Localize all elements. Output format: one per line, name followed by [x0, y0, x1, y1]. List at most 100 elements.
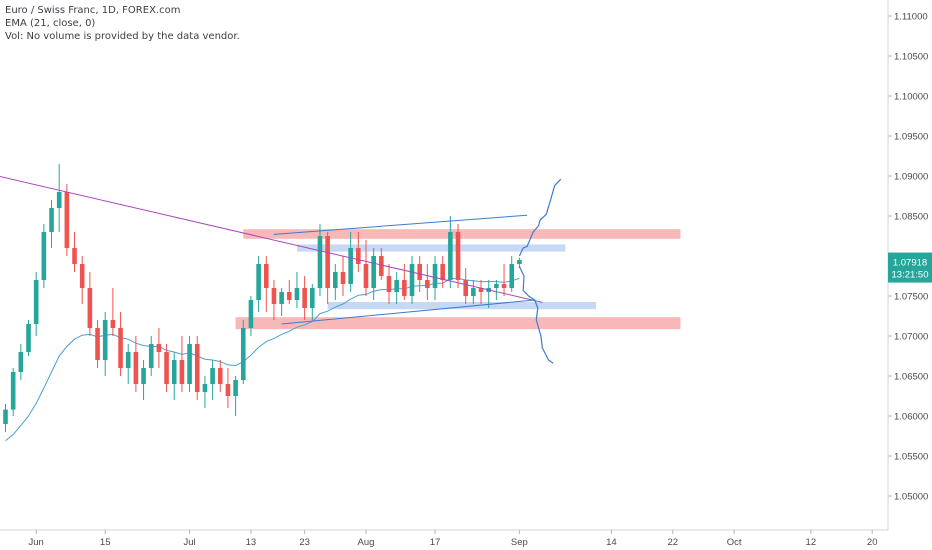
candle-body[interactable]: [110, 320, 116, 328]
candle-body[interactable]: [386, 276, 392, 292]
time-tick-label: 22: [668, 537, 679, 548]
candle-body[interactable]: [463, 280, 468, 296]
candle-body[interactable]: [210, 368, 215, 384]
price-tick-label: 1.07500: [894, 292, 928, 303]
candle-body[interactable]: [202, 384, 208, 392]
bar-countdown-label: 13:21:50: [892, 270, 929, 281]
candle-body[interactable]: [248, 300, 254, 328]
support-box-1[interactable]: [296, 244, 566, 252]
candle-body[interactable]: [279, 292, 284, 304]
candle-body[interactable]: [394, 280, 399, 292]
candle-body[interactable]: [72, 248, 77, 264]
time-tick-label: 15: [100, 537, 111, 548]
time-tick-label: 12: [806, 537, 817, 548]
price-tick-label: 1.09000: [894, 172, 928, 183]
candle-body[interactable]: [363, 264, 369, 288]
candle-body[interactable]: [41, 232, 47, 280]
candle-body[interactable]: [33, 280, 39, 324]
ema-legend[interactable]: EMA (21, close, 0): [5, 18, 96, 29]
candle-body[interactable]: [455, 232, 461, 280]
candle-body[interactable]: [95, 328, 100, 360]
candle-body[interactable]: [164, 352, 169, 384]
candle-body[interactable]: [118, 328, 123, 368]
projection-path-bearish[interactable]: [518, 266, 554, 364]
candle-body[interactable]: [501, 284, 507, 288]
candle-body[interactable]: [517, 260, 522, 264]
candle-body[interactable]: [56, 192, 62, 208]
candle-body[interactable]: [409, 264, 415, 296]
candle-body[interactable]: [171, 360, 177, 384]
candle-body[interactable]: [225, 384, 231, 396]
candle-body[interactable]: [356, 248, 361, 264]
trendline-descending[interactable]: [0, 175, 543, 303]
candle-body[interactable]: [317, 236, 323, 288]
candle-body[interactable]: [325, 236, 330, 288]
candle-body[interactable]: [286, 292, 292, 300]
candle-body[interactable]: [26, 324, 31, 352]
price-tick-label: 1.05000: [894, 492, 928, 503]
candle-body[interactable]: [471, 288, 476, 296]
candle-body[interactable]: [425, 280, 430, 288]
current-price-badge[interactable]: [888, 252, 932, 283]
price-tick-label: 1.10500: [894, 52, 928, 63]
trendline-channel_lower[interactable]: [281, 299, 535, 325]
price-tick-label: 1.10000: [894, 92, 928, 103]
candle-body[interactable]: [440, 264, 445, 280]
candle-body[interactable]: [156, 344, 162, 352]
price-tick-label: 1.11000: [894, 12, 928, 23]
candle-body[interactable]: [478, 288, 484, 292]
candle-body[interactable]: [148, 344, 154, 368]
candle-body[interactable]: [141, 368, 146, 384]
candle-body[interactable]: [187, 344, 192, 384]
candle-body[interactable]: [271, 288, 277, 304]
candle-body[interactable]: [102, 320, 108, 360]
candle-body[interactable]: [294, 288, 300, 300]
candle-body[interactable]: [417, 264, 422, 280]
time-tick-label: 14: [606, 537, 617, 548]
time-tick-label: Jun: [29, 537, 44, 548]
candle-body[interactable]: [333, 272, 338, 288]
candle-body[interactable]: [217, 368, 223, 384]
support-box-2[interactable]: [327, 302, 597, 310]
candle-body[interactable]: [509, 264, 515, 288]
candle-body[interactable]: [371, 256, 376, 288]
candle-body[interactable]: [348, 248, 353, 284]
candle-body[interactable]: [18, 352, 24, 372]
candle-body[interactable]: [402, 280, 407, 296]
candle-body[interactable]: [125, 352, 131, 368]
projection-path-bullish[interactable]: [518, 178, 562, 257]
candle-body[interactable]: [49, 208, 54, 232]
price-tick-label: 1.07000: [894, 332, 928, 343]
candle-body[interactable]: [340, 272, 346, 284]
candle-body[interactable]: [87, 288, 93, 328]
symbol-legend[interactable]: Euro / Swiss Franc, 1D, FOREX.com: [5, 5, 181, 16]
candle-body[interactable]: [179, 360, 185, 384]
resistance-zone-0[interactable]: [243, 229, 681, 239]
time-tick-label: 17: [430, 537, 441, 548]
candle-body[interactable]: [64, 192, 70, 248]
candle-body[interactable]: [233, 380, 238, 396]
candle-body[interactable]: [302, 288, 307, 308]
time-tick-label: Oct: [727, 537, 742, 548]
candle-body[interactable]: [10, 372, 16, 410]
candle-body[interactable]: [494, 284, 499, 288]
candle-body[interactable]: [310, 288, 315, 308]
candle-body[interactable]: [448, 232, 453, 280]
candle-body[interactable]: [432, 264, 438, 288]
price-tick-label: 1.08500: [894, 212, 928, 223]
candle-body[interactable]: [263, 264, 269, 288]
candle-body[interactable]: [194, 344, 200, 392]
candle-body[interactable]: [256, 264, 261, 300]
price-tick-label: 1.09500: [894, 132, 928, 143]
trendline-channel_upper[interactable]: [273, 214, 528, 235]
candle-body[interactable]: [379, 256, 384, 276]
candle-body[interactable]: [133, 352, 139, 384]
candle-body[interactable]: [3, 409, 8, 424]
candle-body[interactable]: [79, 264, 85, 288]
resistance-zone-3[interactable]: [235, 317, 681, 330]
time-tick-label: Sep: [511, 537, 528, 548]
candle-body[interactable]: [240, 328, 246, 380]
time-tick-label: 13: [246, 537, 257, 548]
